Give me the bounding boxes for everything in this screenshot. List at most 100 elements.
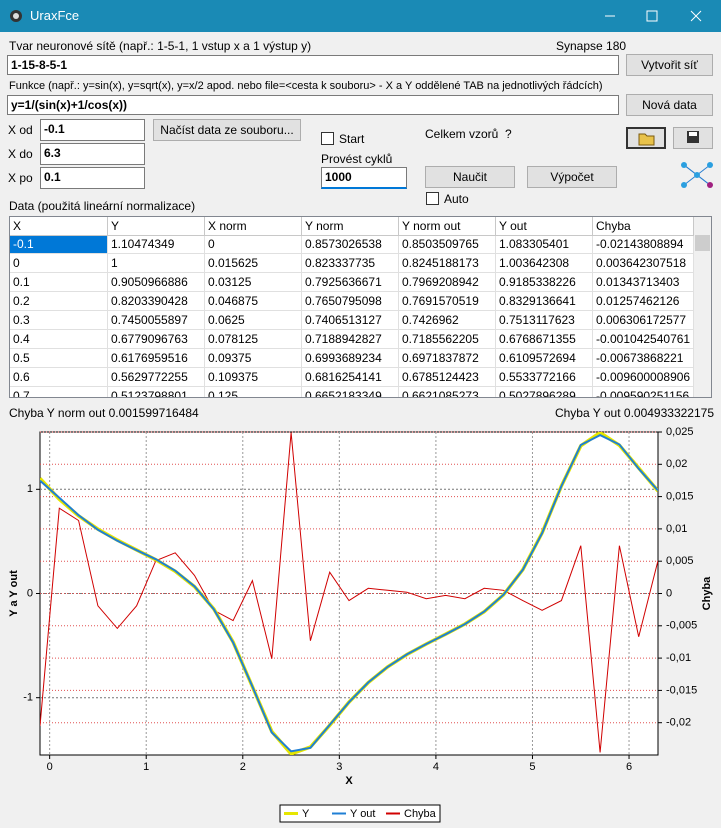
table-cell[interactable]: 0.003642307518 — [593, 254, 694, 273]
table-cell[interactable]: -0.1 — [10, 235, 108, 254]
table-cell[interactable]: 0.5 — [10, 349, 108, 368]
text-input[interactable]: 0.1 — [40, 167, 145, 189]
table-cell[interactable]: 0.7450055897 — [108, 311, 205, 330]
table-cell[interactable]: 0.6971837872 — [399, 349, 496, 368]
table-cell[interactable]: 0.8503509765 — [399, 235, 496, 254]
checkbox[interactable] — [426, 192, 439, 205]
scrollbar[interactable] — [694, 217, 711, 397]
table-cell[interactable]: 0.6652183349 — [302, 387, 399, 397]
table-cell[interactable]: 0.046875 — [205, 292, 302, 311]
x-tick-label: 2 — [240, 761, 246, 773]
table-cell[interactable]: 0.8573026538 — [302, 235, 399, 254]
y2-tick-label: 0,015 — [666, 491, 694, 503]
table-cell[interactable]: 0.7406513127 — [302, 311, 399, 330]
label: Auto — [444, 192, 469, 206]
y2-tick-label: -0,005 — [666, 620, 697, 632]
table-header[interactable]: X — [10, 217, 108, 236]
table-cell[interactable]: 0.6 — [10, 368, 108, 387]
button[interactable]: Naučit — [425, 166, 515, 188]
checkbox[interactable] — [321, 132, 334, 145]
table-cell[interactable]: 0 — [10, 254, 108, 273]
table-cell[interactable]: 0.7969208942 — [399, 273, 496, 292]
table-cell[interactable]: 0.7 — [10, 387, 108, 397]
window-controls[interactable] — [590, 0, 721, 32]
y2-tick-label: 0,01 — [666, 523, 687, 535]
scroll-thumb[interactable] — [695, 235, 710, 251]
table-cell[interactable]: 0.01343713403 — [593, 273, 694, 292]
data-table[interactable]: -0.009590251156 0.5027896289 0.6621085273 0… — [9, 216, 712, 398]
table-cell[interactable]: 0.6176959516 — [108, 349, 205, 368]
text-input[interactable]: y=1/(sin(x)+1/cos(x)) — [7, 95, 619, 115]
table-cell[interactable]: 0.5533772166 — [496, 368, 593, 387]
button[interactable]: Vytvořit síť — [626, 54, 713, 76]
text-input[interactable]: 6.3 — [40, 143, 145, 165]
button[interactable]: Výpočet — [527, 166, 617, 188]
table-header[interactable]: Y norm out — [399, 217, 496, 236]
table-cell[interactable]: 0.3 — [10, 311, 108, 330]
table-cell[interactable]: 0.6993689234 — [302, 349, 399, 368]
x-tick-label: 3 — [336, 761, 342, 773]
x-tick-label: 4 — [433, 761, 439, 773]
table-cell[interactable]: 0.7650795098 — [302, 292, 399, 311]
folder-icon — [638, 133, 655, 146]
table-cell[interactable]: 0.4 — [10, 330, 108, 349]
table-cell[interactable]: 0.09375 — [205, 349, 302, 368]
save-button[interactable] — [673, 127, 713, 149]
table-cell[interactable]: 0.5629772255 — [108, 368, 205, 387]
table-cell[interactable]: 0 — [205, 235, 302, 254]
table-cell[interactable]: 0.109375 — [205, 368, 302, 387]
text-input[interactable]: -0.1 — [40, 119, 145, 141]
table-cell[interactable]: 0.8329136641 — [496, 292, 593, 311]
table-cell[interactable]: 0.5027896289 — [496, 387, 593, 397]
table-cell[interactable]: 0.1 — [10, 273, 108, 292]
table-cell[interactable]: 0.01257462126 — [593, 292, 694, 311]
table-cell[interactable]: 1.003642308 — [496, 254, 593, 273]
open-button[interactable] — [626, 127, 666, 149]
table-cell[interactable]: -0.009590251156 — [593, 387, 694, 397]
table-cell[interactable]: 0.7188942827 — [302, 330, 399, 349]
table-cell[interactable]: 1.083305401 — [496, 235, 593, 254]
button[interactable]: Nová data — [626, 94, 713, 116]
table-cell[interactable]: -0.02143808894 — [593, 235, 694, 254]
table-cell[interactable]: 0.823337735 — [302, 254, 399, 273]
y2-tick-label: 0,005 — [666, 555, 694, 567]
table-cell[interactable]: 0.8203390428 — [108, 292, 205, 311]
table-cell[interactable]: 0.7691570519 — [399, 292, 496, 311]
table-cell[interactable]: 0.8245188173 — [399, 254, 496, 273]
table-cell[interactable]: 0.015625 — [205, 254, 302, 273]
table-header[interactable]: X norm — [205, 217, 302, 236]
table-cell[interactable]: 0.9185338226 — [496, 273, 593, 292]
table-cell[interactable]: 0.6816254141 — [302, 368, 399, 387]
table-cell[interactable]: 0.6768671355 — [496, 330, 593, 349]
table-cell[interactable]: 0.078125 — [205, 330, 302, 349]
table-cell[interactable]: 0.9050966886 — [108, 273, 205, 292]
table-header[interactable]: Y — [108, 217, 205, 236]
text-input[interactable]: 1-15-8-5-1 — [7, 55, 619, 75]
table-cell[interactable]: 0.0625 — [205, 311, 302, 330]
table-cell[interactable]: 0.7426962 — [399, 311, 496, 330]
table-cell[interactable]: 0.6621085273 — [399, 387, 496, 397]
table-cell[interactable]: 0.6109572694 — [496, 349, 593, 368]
table-cell[interactable]: 0.6779096763 — [108, 330, 205, 349]
table-cell[interactable]: 1 — [108, 254, 205, 273]
table-cell[interactable]: 0.5123798801 — [108, 387, 205, 397]
button[interactable]: Načíst data ze souboru... — [153, 119, 301, 141]
table-header[interactable]: Y norm — [302, 217, 399, 236]
table-cell[interactable]: -0.001042540761 — [593, 330, 694, 349]
table-cell[interactable]: 1.10474349 — [108, 235, 205, 254]
text-input[interactable]: 1000 — [321, 167, 407, 189]
table-cell[interactable]: 0.03125 — [205, 273, 302, 292]
table-cell[interactable]: 0.2 — [10, 292, 108, 311]
table-cell[interactable]: 0.6785124423 — [399, 368, 496, 387]
label: X po — [8, 171, 33, 185]
table-cell[interactable]: 0.7925636671 — [302, 273, 399, 292]
table-cell[interactable]: 0.125 — [205, 387, 302, 397]
table-header[interactable]: Chyba — [593, 217, 694, 236]
table-cell[interactable]: -0.00673868221 — [593, 349, 694, 368]
table-header[interactable]: Y out — [496, 217, 593, 236]
y2-tick-label: -0,01 — [666, 652, 691, 664]
table-cell[interactable]: 0.7185562205 — [399, 330, 496, 349]
table-cell[interactable]: 0.006306172577 — [593, 311, 694, 330]
table-cell[interactable]: 0.7513117623 — [496, 311, 593, 330]
table-cell[interactable]: -0.009600008906 — [593, 368, 694, 387]
